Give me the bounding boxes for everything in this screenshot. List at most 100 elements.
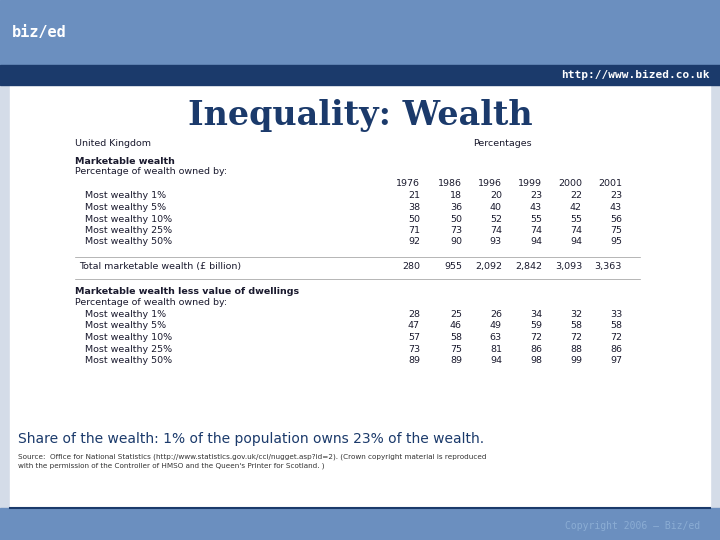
Text: United Kingdom: United Kingdom — [75, 138, 151, 147]
Text: 58: 58 — [450, 333, 462, 342]
Text: 1996: 1996 — [478, 179, 502, 187]
Text: 63: 63 — [490, 333, 502, 342]
Text: Most wealthy 50%: Most wealthy 50% — [85, 356, 172, 365]
Text: 34: 34 — [530, 310, 542, 319]
Text: 94: 94 — [530, 238, 542, 246]
Text: 75: 75 — [450, 345, 462, 354]
Text: 49: 49 — [490, 321, 502, 330]
Text: 50: 50 — [450, 214, 462, 224]
Bar — [10, 85, 710, 508]
Text: Total marketable wealth (£ billion): Total marketable wealth (£ billion) — [79, 262, 241, 271]
Text: Share of the wealth: 1% of the population owns 23% of the wealth.: Share of the wealth: 1% of the populatio… — [18, 432, 484, 446]
Text: 55: 55 — [570, 214, 582, 224]
Text: 73: 73 — [450, 226, 462, 235]
Text: Copyright 2006 – Biz/ed: Copyright 2006 – Biz/ed — [565, 521, 700, 531]
Text: 23: 23 — [610, 192, 622, 200]
Text: 73: 73 — [408, 345, 420, 354]
Text: 26: 26 — [490, 310, 502, 319]
Text: 88: 88 — [570, 345, 582, 354]
Text: Marketable wealth less value of dwellings: Marketable wealth less value of dwelling… — [75, 287, 299, 296]
Text: 52: 52 — [490, 214, 502, 224]
Text: 2,842: 2,842 — [515, 262, 542, 271]
Text: 58: 58 — [570, 321, 582, 330]
Text: Most wealthy 10%: Most wealthy 10% — [85, 333, 172, 342]
Text: Most wealthy 25%: Most wealthy 25% — [85, 345, 172, 354]
Text: biz/ed: biz/ed — [12, 25, 67, 40]
Text: 28: 28 — [408, 310, 420, 319]
Text: 25: 25 — [450, 310, 462, 319]
Text: Most wealthy 50%: Most wealthy 50% — [85, 238, 172, 246]
Text: 40: 40 — [490, 203, 502, 212]
Text: 57: 57 — [408, 333, 420, 342]
Bar — [0, 0, 720, 65]
Text: 95: 95 — [610, 238, 622, 246]
Text: 99: 99 — [570, 356, 582, 365]
Text: 2,092: 2,092 — [475, 262, 502, 271]
Text: 280: 280 — [402, 262, 420, 271]
Text: 94: 94 — [570, 238, 582, 246]
Text: Most wealthy 1%: Most wealthy 1% — [85, 310, 166, 319]
Text: 72: 72 — [570, 333, 582, 342]
Text: 1976: 1976 — [396, 179, 420, 187]
Text: 59: 59 — [530, 321, 542, 330]
Text: 23: 23 — [530, 192, 542, 200]
Text: 55: 55 — [530, 214, 542, 224]
Text: Most wealthy 5%: Most wealthy 5% — [85, 203, 166, 212]
Text: Source:  Office for National Statistics (http://www.statistics.gov.uk/cci/nugget: Source: Office for National Statistics (… — [18, 454, 487, 460]
Text: 86: 86 — [530, 345, 542, 354]
Text: http://www.bized.co.uk: http://www.bized.co.uk — [562, 70, 710, 80]
Text: 46: 46 — [450, 321, 462, 330]
Text: Percentage of wealth owned by:: Percentage of wealth owned by: — [75, 167, 227, 177]
Text: 43: 43 — [610, 203, 622, 212]
Text: 2000: 2000 — [558, 179, 582, 187]
Text: Most wealthy 25%: Most wealthy 25% — [85, 226, 172, 235]
Text: with the permission of the Controller of HMSO and the Queen's Printer for Scotla: with the permission of the Controller of… — [18, 463, 325, 469]
Text: Most wealthy 10%: Most wealthy 10% — [85, 214, 172, 224]
Text: 97: 97 — [610, 356, 622, 365]
Bar — [0, 508, 720, 540]
Text: 47: 47 — [408, 321, 420, 330]
Text: 42: 42 — [570, 203, 582, 212]
Text: Marketable wealth: Marketable wealth — [75, 157, 175, 165]
Text: 21: 21 — [408, 192, 420, 200]
Text: 955: 955 — [444, 262, 462, 271]
Text: 33: 33 — [610, 310, 622, 319]
Text: 1999: 1999 — [518, 179, 542, 187]
Text: 2001: 2001 — [598, 179, 622, 187]
Text: 89: 89 — [450, 356, 462, 365]
Text: 50: 50 — [408, 214, 420, 224]
Text: 94: 94 — [490, 356, 502, 365]
Text: 18: 18 — [450, 192, 462, 200]
Text: 92: 92 — [408, 238, 420, 246]
Text: 32: 32 — [570, 310, 582, 319]
Text: 93: 93 — [490, 238, 502, 246]
Bar — [0, 65, 720, 85]
Text: 71: 71 — [408, 226, 420, 235]
Text: 81: 81 — [490, 345, 502, 354]
Text: 74: 74 — [570, 226, 582, 235]
Text: 90: 90 — [450, 238, 462, 246]
Text: 98: 98 — [530, 356, 542, 365]
Text: 22: 22 — [570, 192, 582, 200]
Text: Percentages: Percentages — [473, 138, 531, 147]
Text: 1986: 1986 — [438, 179, 462, 187]
Text: 75: 75 — [610, 226, 622, 235]
Text: 89: 89 — [408, 356, 420, 365]
Text: 56: 56 — [610, 214, 622, 224]
Text: 86: 86 — [610, 345, 622, 354]
Text: 74: 74 — [530, 226, 542, 235]
Text: 72: 72 — [610, 333, 622, 342]
Text: 43: 43 — [530, 203, 542, 212]
Text: 72: 72 — [530, 333, 542, 342]
Text: 20: 20 — [490, 192, 502, 200]
Text: 3,363: 3,363 — [595, 262, 622, 271]
Text: Most wealthy 5%: Most wealthy 5% — [85, 321, 166, 330]
Text: 36: 36 — [450, 203, 462, 212]
Text: Percentage of wealth owned by:: Percentage of wealth owned by: — [75, 298, 227, 307]
Text: 38: 38 — [408, 203, 420, 212]
Text: 58: 58 — [610, 321, 622, 330]
Text: 3,093: 3,093 — [554, 262, 582, 271]
Text: Inequality: Wealth: Inequality: Wealth — [188, 98, 532, 132]
Text: 74: 74 — [490, 226, 502, 235]
Text: Most wealthy 1%: Most wealthy 1% — [85, 192, 166, 200]
